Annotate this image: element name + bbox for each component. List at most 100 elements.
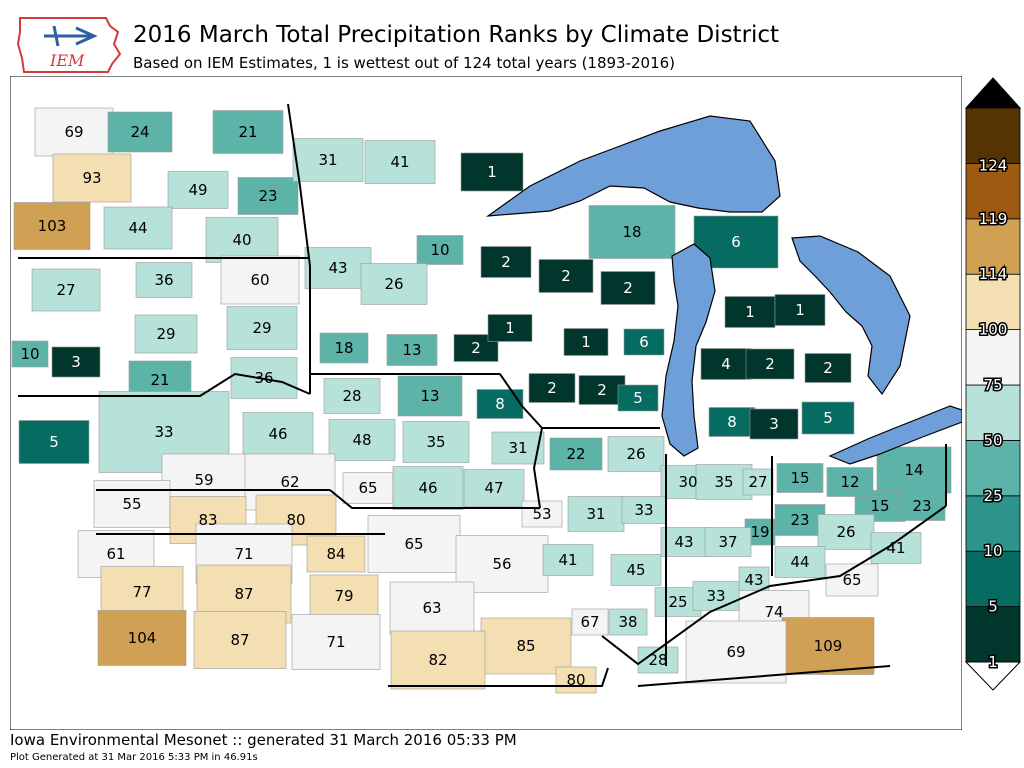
district-35 [724,296,776,328]
colorbar-tick-label: 119 [979,210,1008,228]
district-rank-label: 21 [238,123,257,141]
colorbar-tick-label: 75 [983,376,1002,394]
district-2 [212,110,284,154]
district-23 [11,340,49,368]
district-rank-label: 44 [790,553,809,571]
district-rank-label: 15 [790,469,809,487]
district-19 [538,259,594,293]
district-rank-label: 62 [280,473,299,491]
district-rank-label: 1 [581,333,591,351]
district-rank-label: 4 [721,355,731,373]
district-89 [774,546,826,578]
district-24 [51,346,101,378]
colorbar-bin-5 [965,329,1021,386]
district-rank-label: 19 [750,523,769,541]
district-rank-label: 46 [418,479,437,497]
district-38 [745,348,795,380]
district-rank-label: 2 [623,279,633,297]
district-91 [100,566,184,618]
district-rank-label: 18 [622,223,641,241]
district-rank-label: 104 [128,629,157,647]
district-94 [389,581,475,635]
footer-credit: Iowa Environmental Mesonet :: generated … [10,731,517,749]
district-rank-label: 60 [250,271,269,289]
district-98 [193,611,287,669]
district-18 [480,246,532,278]
district-4 [167,171,229,209]
colorbar-bin-4 [965,384,1021,441]
district-rank-label: 28 [648,651,667,669]
district-rank-label: 44 [128,219,147,237]
district-rank-label: 48 [352,431,371,449]
district-rank-label: 37 [718,533,737,551]
district-rank-label: 2 [501,253,511,271]
district-55 [549,437,603,471]
district-rank-label: 5 [823,409,833,427]
district-rank-label: 61 [106,545,125,563]
district-rank-label: 71 [326,633,345,651]
district-20 [600,271,656,305]
colorbar-tick-labels: 1 5 10 25 50 75 100 114 119 124 [977,155,1009,673]
district-rank-label: 30 [678,473,697,491]
district-rank-label: 31 [586,505,605,523]
district-rank-label: 21 [150,371,169,389]
district-rank-label: 3 [769,415,779,433]
lake-erie [828,405,962,465]
district-10 [364,140,436,184]
district-rank-label: 2 [547,379,557,397]
district-106 [390,630,486,690]
district-rank-label: 55 [122,495,141,513]
district-rank-label: 23 [790,511,809,529]
colorbar-tick-label: 124 [979,156,1008,174]
district-73 [521,500,563,528]
colorbar-bin-7 [965,218,1021,275]
district-66 [463,469,525,507]
logo-text: IEM [49,51,85,70]
district-rank-label: 43 [674,533,693,551]
district-79 [870,532,922,564]
district-rank-label: 103 [38,217,67,235]
district-rank-label: 1 [505,319,515,337]
district-37 [700,348,752,380]
district-49 [323,378,381,414]
district-rank-label: 69 [726,643,745,661]
district-rank-label: 25 [668,593,687,611]
district-rank-label: 80 [566,671,585,689]
boundary-mn-west [287,103,311,394]
district-42 [617,384,659,412]
district-rank-label: 18 [334,339,353,357]
iowa-outline-icon [16,17,122,73]
district-rank-label: 82 [428,651,447,669]
district-rank-label: 5 [633,389,643,407]
district-16 [416,235,464,265]
colorbar-bins [964,77,1022,691]
district-rank-label: 31 [318,151,337,169]
colorbar-bin-1 [965,550,1021,608]
district-14 [220,255,300,305]
district-rank-label: 46 [268,425,287,443]
district-40 [528,373,576,403]
district-97 [97,610,187,666]
boundary-ohio-river [601,505,947,666]
district-8 [205,217,279,263]
district-104 [692,581,740,611]
district-12 [31,268,101,312]
district-0 [34,107,114,157]
map-title: 2016 March Total Precipitation Ranks by … [133,22,780,48]
district-rank-label: 22 [566,445,585,463]
district-88 [704,527,752,557]
district-rank-label: 109 [814,637,843,655]
district-56 [607,436,665,472]
district-rank-label: 71 [234,545,253,563]
lake-huron [791,235,911,396]
footer-timing: Plot Generated at 31 Mar 2016 5:33 PM in… [10,752,258,763]
colorbar-tick-label: 1 [988,653,998,671]
colorbar-bin-2 [965,495,1021,552]
great-lakes [485,115,962,465]
district-rank-label: 31 [508,439,527,457]
district-rank-label: 35 [426,433,445,451]
district-50 [397,375,463,417]
district-rank-label: 10 [430,241,449,259]
district-109 [555,666,597,694]
boundary-ky-tn [637,665,891,687]
